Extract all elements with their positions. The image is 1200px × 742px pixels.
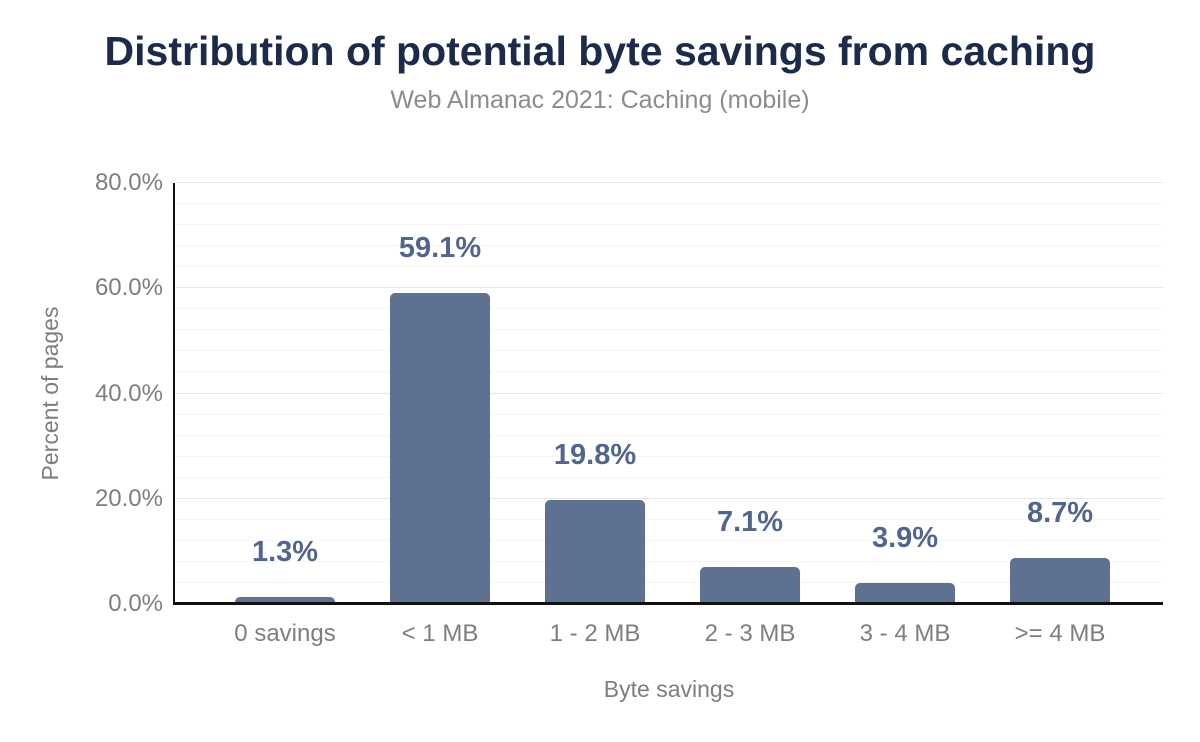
gridline-minor <box>175 413 1163 415</box>
gridline-minor <box>175 308 1163 310</box>
bar-value-label: 59.1% <box>398 232 482 264</box>
gridline-major <box>175 497 1163 499</box>
gridline-minor <box>175 203 1163 205</box>
bar-value-label: 8.7% <box>1026 497 1094 530</box>
y-tick-label: 0.0% <box>108 590 163 617</box>
bar-2-3-mb <box>700 566 800 604</box>
gridline-minor <box>175 581 1163 583</box>
gridline-minor <box>175 539 1163 541</box>
x-tick-label: 2 - 3 MB <box>704 620 796 647</box>
bar-value-label: 3.9% <box>871 522 939 555</box>
gridline-minor <box>175 560 1163 562</box>
x-axis-line <box>173 602 1163 605</box>
y-tick-label: 60.0% <box>94 274 163 302</box>
gridline-major <box>175 392 1163 394</box>
bar-value-label: 1.3% <box>251 536 319 569</box>
x-tick-label: >= 4 MB <box>1014 620 1106 647</box>
x-tick-label: 1 - 2 MB <box>549 620 641 647</box>
gridline-minor <box>175 371 1163 373</box>
y-axis-line <box>173 183 175 604</box>
x-tick-label: < 1 MB <box>401 620 479 647</box>
x-tick-label: 3 - 4 MB <box>859 620 951 647</box>
x-tick-label: 0 savings <box>234 620 336 647</box>
gridline-minor <box>175 224 1163 226</box>
y-tick-label: 40.0% <box>94 379 163 407</box>
chart-subtitle: Web Almanac 2021: Caching (mobile) <box>390 86 810 114</box>
bar--4-mb <box>1010 558 1110 604</box>
gridline-major <box>175 182 1163 183</box>
bar-value-label: 7.1% <box>716 505 784 538</box>
gridline-minor <box>175 329 1163 331</box>
gridline-minor <box>175 266 1163 268</box>
y-tick-label: 20.0% <box>94 484 163 512</box>
gridline-minor <box>175 455 1163 457</box>
plot-area: 1.3% 59.1% 19.8% 7.1% 3.9% 8.7% <box>173 182 1163 605</box>
gridline-minor <box>175 434 1163 436</box>
gridline-minor <box>175 245 1163 247</box>
bar-0-savings <box>235 597 335 604</box>
gridline-minor <box>175 350 1163 352</box>
x-axis-title: Byte savings <box>603 676 735 702</box>
bar-3-4-mb <box>855 583 955 604</box>
gridline-minor <box>175 518 1163 520</box>
bar-value-label: 19.8% <box>553 438 637 471</box>
bar-1-2-mb <box>545 499 645 604</box>
y-tick-label: 80.0% <box>94 169 163 196</box>
chart-title: Distribution of potential byte savings f… <box>104 28 1096 74</box>
gridline-minor <box>175 476 1163 478</box>
bar--1-mb <box>390 293 490 604</box>
gridline-major <box>175 287 1163 289</box>
